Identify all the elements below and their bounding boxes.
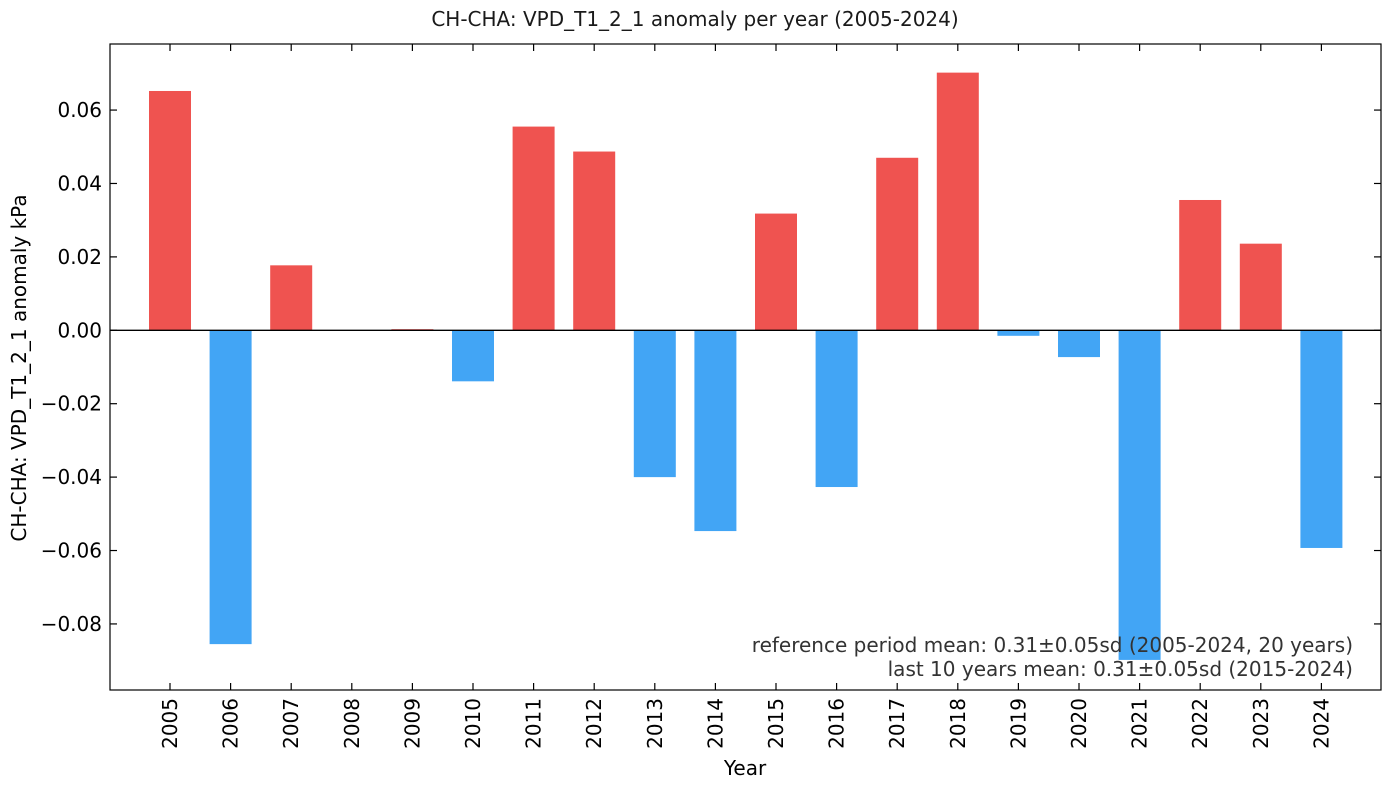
x-tick-label: 2018	[946, 698, 970, 749]
y-axis-ticks: −0.08 −0.06 −0.04 −0.02 0.00 0.02 0.04 0.06	[41, 98, 1381, 636]
x-tick-label: 2023	[1249, 698, 1273, 749]
last-10-years-annotation: last 10 years mean: 0.31±0.05sd (2015-20…	[888, 657, 1353, 681]
bar-2020	[1058, 330, 1100, 358]
bar-2023	[1239, 243, 1282, 331]
bar-2017	[876, 157, 919, 331]
x-tick-label: 2007	[279, 698, 303, 749]
x-tick-label: 2017	[885, 698, 909, 749]
x-tick-label: 2008	[340, 698, 364, 749]
plot-frame	[109, 43, 1382, 691]
x-tick-label: 2012	[582, 698, 606, 749]
bar-2014	[694, 330, 737, 532]
y-tick-label: −0.08	[41, 612, 102, 636]
y-tick-label: 0.04	[57, 171, 102, 195]
x-tick-label: 2019	[1006, 698, 1030, 749]
x-tick-label: 2016	[825, 698, 849, 749]
x-axis-label: Year	[723, 756, 767, 780]
x-tick-label: 2005	[158, 698, 182, 749]
x-tick-label: 2024	[1309, 698, 1333, 749]
bar-2010	[452, 330, 494, 382]
x-tick-label: 2015	[764, 698, 788, 749]
y-tick-label: 0.02	[57, 245, 102, 269]
bar-2016	[815, 330, 858, 488]
bar-2006	[209, 330, 252, 645]
bar-2013	[633, 330, 676, 478]
bar-2021	[1118, 330, 1161, 660]
y-tick-label: −0.06	[41, 539, 102, 563]
bar-2011	[512, 126, 555, 331]
bar-2019	[997, 330, 1040, 336]
bar-2018	[936, 72, 979, 331]
y-tick-label: −0.02	[41, 392, 102, 416]
x-tick-label: 2014	[703, 698, 727, 749]
bar-2012	[573, 151, 616, 331]
x-tick-label: 2021	[1128, 698, 1152, 749]
x-tick-label: 2009	[400, 698, 424, 749]
bars-group	[149, 72, 1343, 660]
bar-2015	[755, 213, 797, 331]
chart-title: CH-CHA: VPD_T1_2_1 anomaly per year (200…	[431, 7, 958, 31]
bar-2022	[1179, 199, 1222, 331]
y-tick-label: 0.06	[57, 98, 102, 122]
x-tick-label: 2006	[219, 698, 243, 749]
bar-2005	[149, 90, 191, 331]
x-tick-label: 2010	[461, 698, 485, 749]
y-tick-label: 0.00	[57, 318, 102, 342]
reference-period-annotation: reference period mean: 0.31±0.05sd (2005…	[752, 633, 1353, 657]
x-tick-label: 2011	[522, 698, 546, 749]
y-axis-label: CH-CHA: VPD_T1_2_1 anomaly kPa	[7, 194, 31, 541]
x-tick-label: 2013	[643, 698, 667, 749]
x-tick-label: 2020	[1067, 698, 1091, 749]
bar-2007	[270, 265, 313, 331]
x-tick-label: 2022	[1188, 698, 1212, 749]
y-tick-label: −0.04	[41, 465, 102, 489]
x-axis-ticks: 2005 2006 2007 2008 2009 2010 2011 2012 2013 2014…	[158, 44, 1333, 749]
bar-2024	[1300, 330, 1343, 548]
